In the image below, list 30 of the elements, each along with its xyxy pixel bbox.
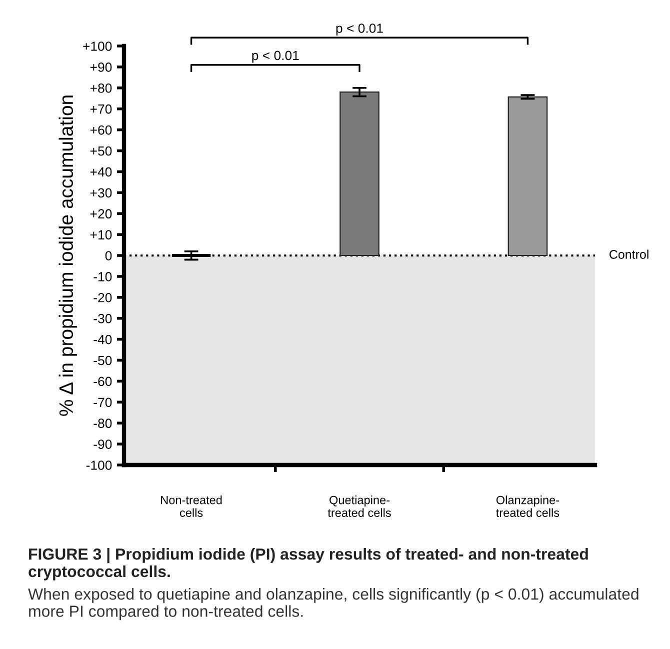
y-tick-label: +30	[90, 188, 112, 198]
annotation: p < 0.01	[252, 50, 299, 63]
y-tick-label: +100	[83, 42, 112, 51]
y-tick-label: +20	[90, 209, 112, 219]
text: When exposed to quetiapine and olanzapine, cells significantly (p < 0.01) accumulated more PI compared to non-treated cells.	[28, 588, 638, 620]
x-tick-label: Olanzapine- treated cells	[496, 496, 560, 517]
y-tick-label: -10	[94, 272, 112, 282]
y-tick-label: +40	[90, 167, 112, 177]
y-tick-label: -90	[94, 440, 112, 449]
y-tick-label: +80	[90, 83, 112, 93]
y-tick-label: +10	[90, 230, 112, 240]
y-tick-label: -30	[94, 314, 112, 324]
y-tick-label: +70	[90, 104, 112, 114]
x-tick-label: Quetiapine- treated cells	[328, 496, 391, 517]
y-tick-label: -60	[94, 376, 112, 386]
ref-line-label: Control	[610, 250, 648, 259]
text: p < 0.01	[336, 24, 383, 36]
y-tick-label: -20	[94, 292, 112, 302]
x-tick-label: Non-treated cells	[161, 496, 222, 517]
y-tick-label: -100	[86, 460, 112, 470]
y-tick-label: -70	[94, 398, 112, 408]
text: FIGURE 3 | Propidium iodide (PI) assay results of treated- and non-treated cryptococcal cells.	[28, 548, 588, 580]
y-tick-label: +90	[90, 62, 112, 72]
y-tick-label: -40	[94, 334, 112, 344]
y-tick-label: +50	[90, 146, 112, 156]
y-tick-label: -50	[94, 356, 112, 366]
y-tick-label: -80	[94, 418, 112, 428]
y-tick-label: 0	[105, 251, 112, 260]
y-tick-label: +60	[90, 125, 112, 135]
y-axis-title: % Δ in propidium iodide accumulation	[58, 96, 77, 416]
